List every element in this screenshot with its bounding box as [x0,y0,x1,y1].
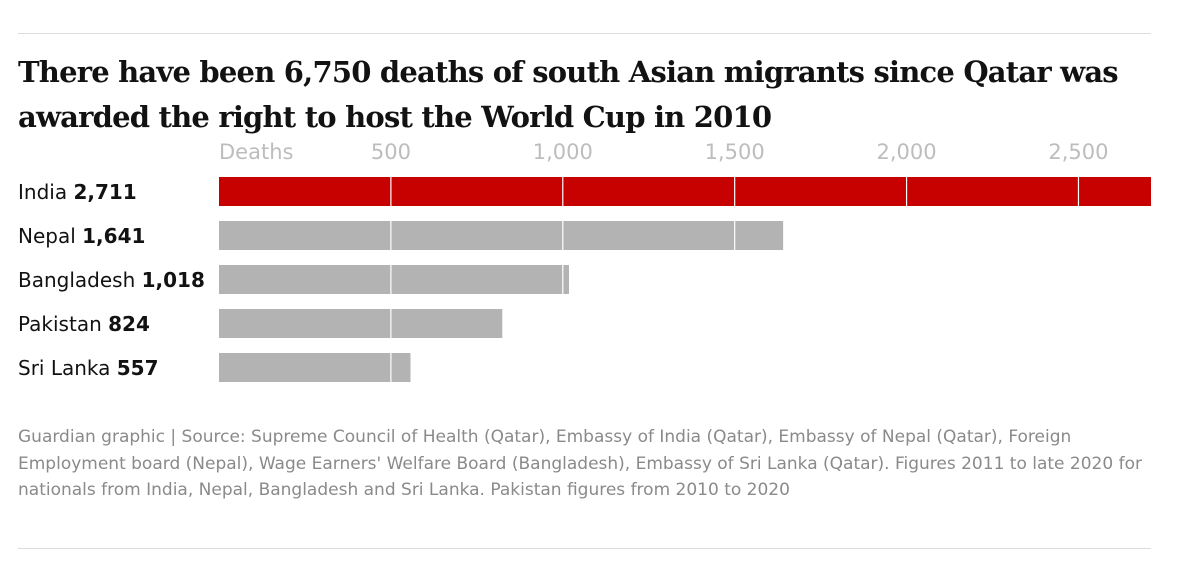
category-label-nepal: Nepal 1,641 [18,224,145,248]
tick-labels: 500 1,000 1,500 2,000 2,500 [371,140,1109,164]
source-note: Guardian graphic | Source: Supreme Counc… [18,427,1142,500]
bar-pakistan [219,309,503,338]
gridlines [390,177,1080,382]
category-value: 1,641 [82,224,145,248]
category-label-pakistan: Pakistan 824 [18,312,150,336]
category-value: 1,018 [142,268,205,292]
bars [219,177,1151,382]
category-value: 824 [108,312,150,336]
category-labels: India 2,711 Nepal 1,641 Bangladesh 1,018 Pa… [18,180,205,380]
bottom-rule [18,548,1151,549]
category-value: 2,711 [73,180,136,204]
category-label-sri-lanka: Sri Lanka 557 [18,356,159,380]
category-value: 557 [117,356,159,380]
category-name: India [18,180,73,204]
category-name: Pakistan [18,312,108,336]
category-name: Bangladesh [18,268,142,292]
tick-label-500: 500 [371,140,411,164]
bar-chart: Deaths 500 1,000 1,500 2,000 2,500 India 2,7… [18,140,1151,382]
category-label-bangladesh: Bangladesh 1,018 [18,268,205,292]
category-label-india: India 2,711 [18,180,137,204]
bar-bangladesh [219,265,569,294]
bar-sri-lanka [219,353,411,382]
axis-unit-label: Deaths [219,140,293,164]
category-name: Nepal [18,224,82,248]
category-name: Sri Lanka [18,356,117,380]
tick-label-2000: 2,000 [877,140,937,164]
chart-title: There have been 6,750 deaths of south As… [18,55,1119,134]
tick-label-1500: 1,500 [705,140,765,164]
bar-nepal [219,221,784,250]
tick-label-1000: 1,000 [533,140,593,164]
top-rule [18,33,1151,34]
tick-label-2500: 2,500 [1048,140,1108,164]
bar-india [219,177,1151,206]
